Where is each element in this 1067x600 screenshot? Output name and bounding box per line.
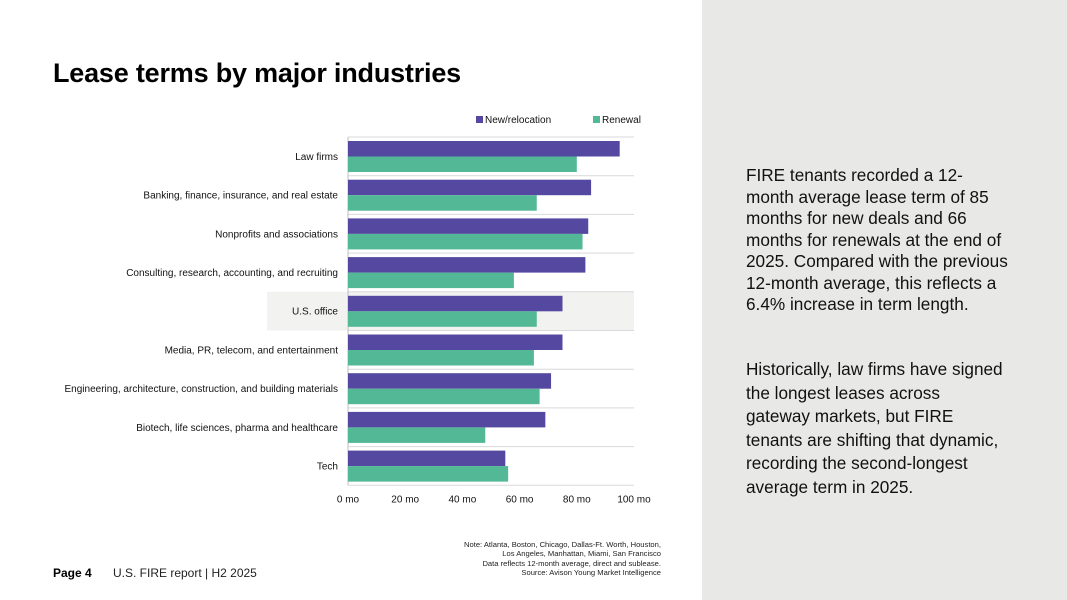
- note-line: Source: Avison Young Market Intelligence: [521, 567, 661, 577]
- commentary-paragraph-2: Historically, law firms have signed the …: [746, 359, 1003, 497]
- bar-renewal: [348, 311, 537, 327]
- note-line: Data reflects 12-month average, direct a…: [482, 558, 661, 568]
- bar-new-relocation: [348, 257, 586, 273]
- note-line: Los Angeles, Manhattan, Miami, San Franc…: [502, 549, 661, 559]
- report-name: U.S. FIRE report | H2 2025: [113, 566, 257, 580]
- bar-new-relocation: [348, 450, 506, 467]
- bar-renewal: [348, 427, 486, 443]
- category-label: U.S. office: [292, 307, 338, 318]
- x-tick-label: 100 mo: [617, 494, 651, 505]
- category-label: Consulting, research, accounting, and re…: [126, 268, 338, 279]
- commentary-panel: [702, 0, 1067, 600]
- legend-swatch: [476, 116, 483, 123]
- bar-renewal: [348, 350, 534, 366]
- category-label: Tech: [317, 461, 338, 472]
- category-label: Media, PR, telecom, and entertainment: [165, 345, 339, 356]
- x-tick-label: 80 mo: [563, 494, 591, 505]
- bar-renewal: [348, 388, 540, 405]
- bar-renewal: [348, 466, 509, 482]
- category-label: Biotech, life sciences, pharma and healt…: [136, 423, 338, 434]
- chart-source-note: Note: Atlanta, Boston, Chicago, Dallas-F…: [464, 540, 661, 577]
- legend-label: New/relocation: [485, 115, 551, 126]
- bar-new-relocation: [348, 141, 620, 157]
- legend-swatch: [593, 116, 600, 123]
- page-title: Lease terms by major industries: [53, 58, 461, 88]
- bar-renewal: [348, 272, 514, 289]
- bar-renewal: [348, 156, 577, 172]
- bar-new-relocation: [348, 411, 546, 428]
- note-line: Note: Atlanta, Boston, Chicago, Dallas-F…: [464, 540, 661, 549]
- category-label: Engineering, architecture, construction,…: [65, 384, 339, 395]
- lease-terms-bar-chart: Law firms Banking, finance, insurance, an…: [65, 115, 652, 505]
- commentary-paragraph-1: FIRE tenants recorded a 12-month average…: [746, 165, 1008, 314]
- bar-new-relocation: [348, 218, 589, 234]
- x-tick-label: 60 mo: [506, 494, 534, 505]
- bar-renewal: [348, 233, 583, 250]
- bar-new-relocation: [348, 373, 552, 389]
- category-label: Law firms: [295, 152, 338, 163]
- x-tick-label: 20 mo: [391, 494, 419, 505]
- bar-new-relocation: [348, 179, 592, 196]
- bar-new-relocation: [348, 295, 563, 312]
- category-label: Nonprofits and associations: [215, 229, 338, 240]
- x-tick-label: 0 mo: [337, 494, 360, 505]
- page-number: Page 4: [53, 566, 92, 580]
- legend-label: Renewal: [602, 115, 641, 126]
- category-label: Banking, finance, insurance, and real es…: [143, 191, 338, 202]
- bar-new-relocation: [348, 334, 563, 350]
- x-tick-label: 40 mo: [449, 494, 477, 505]
- bar-renewal: [348, 195, 537, 211]
